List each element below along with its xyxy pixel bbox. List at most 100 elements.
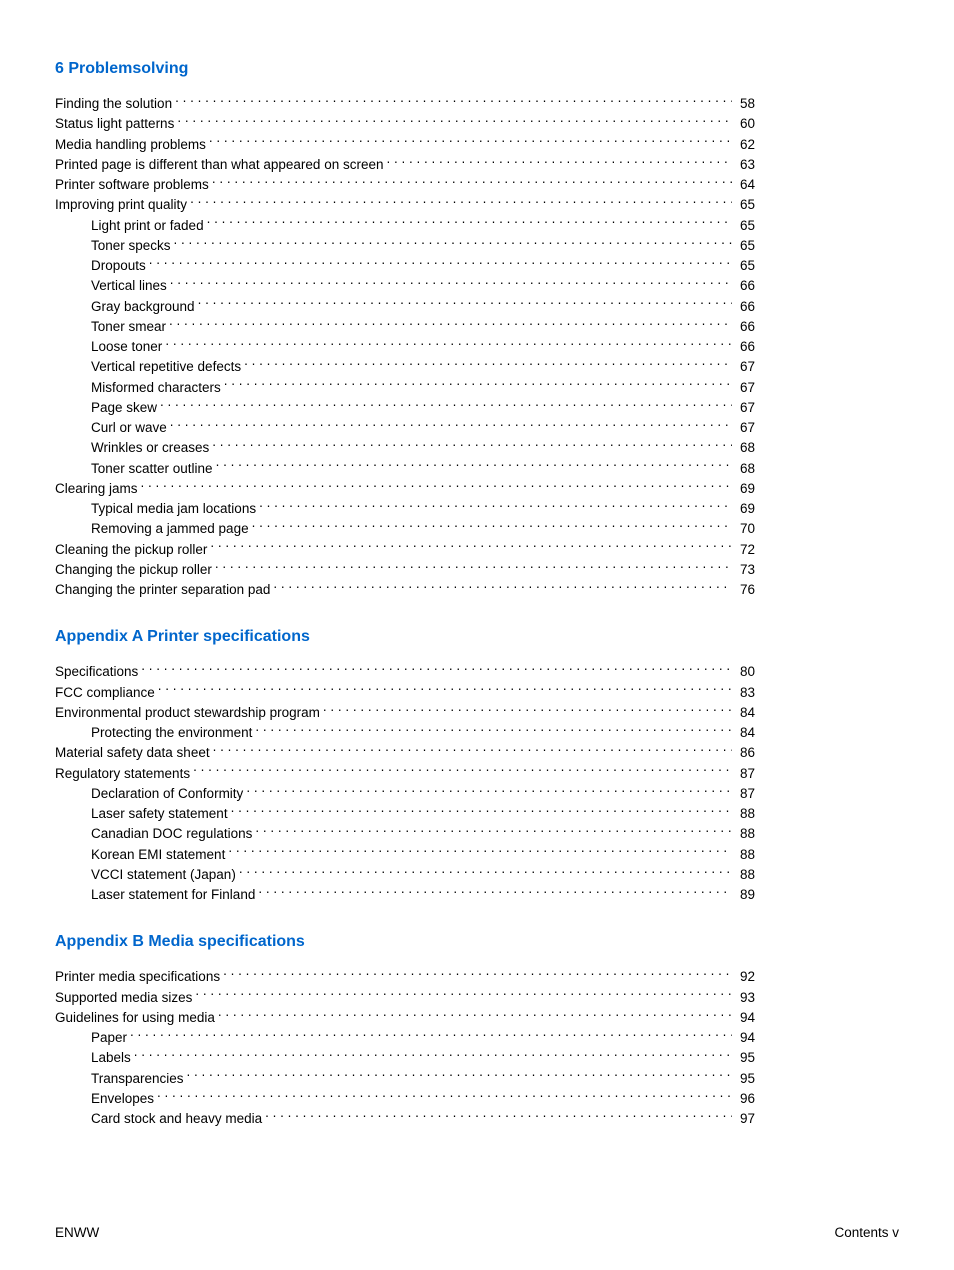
toc-row[interactable]: Supported media sizes93 (55, 988, 755, 1008)
toc-row[interactable]: Typical media jam locations69 (55, 499, 755, 519)
toc-row[interactable]: Specifications80 (55, 662, 755, 682)
toc-page-number: 63 (735, 155, 755, 175)
toc-dot-leader (231, 805, 732, 819)
toc-row[interactable]: Toner specks65 (55, 236, 755, 256)
toc-dot-leader (169, 317, 732, 331)
toc-page-number: 65 (735, 256, 755, 276)
toc-page-number: 96 (735, 1089, 755, 1109)
toc-page-number: 64 (735, 175, 755, 195)
toc-label: Curl or wave (91, 418, 167, 438)
toc-label: Typical media jam locations (91, 499, 256, 519)
toc-dot-leader (228, 845, 732, 859)
toc-row[interactable]: Changing the printer separation pad76 (55, 580, 755, 600)
toc-row[interactable]: Printed page is different than what appe… (55, 155, 755, 175)
toc-label: Wrinkles or creases (91, 438, 209, 458)
toc-label: Finding the solution (55, 94, 172, 114)
toc-row[interactable]: Material safety data sheet86 (55, 743, 755, 763)
toc-row[interactable]: Misformed characters67 (55, 378, 755, 398)
toc-dot-leader (130, 1029, 732, 1043)
toc-dot-leader (224, 378, 732, 392)
toc-row[interactable]: Printer media specifications92 (55, 967, 755, 987)
toc-row[interactable]: Loose toner66 (55, 337, 755, 357)
toc-row[interactable]: Changing the pickup roller73 (55, 560, 755, 580)
toc-label: Printer media specifications (55, 967, 220, 987)
toc-row[interactable]: Transparencies95 (55, 1069, 755, 1089)
toc-label: Improving print quality (55, 195, 187, 215)
toc-row[interactable]: Light print or faded65 (55, 216, 755, 236)
toc-dot-leader (170, 277, 732, 291)
toc-row[interactable]: Vertical lines66 (55, 276, 755, 296)
toc-row[interactable]: Page skew67 (55, 398, 755, 418)
toc-row[interactable]: Labels95 (55, 1048, 755, 1068)
toc-row[interactable]: Paper94 (55, 1028, 755, 1048)
toc-row[interactable]: Cleaning the pickup roller72 (55, 540, 755, 560)
toc-row[interactable]: Improving print quality 65 (55, 195, 755, 215)
toc-dot-leader (213, 744, 732, 758)
toc-label: Clearing jams (55, 479, 138, 499)
toc-row[interactable]: Clearing jams69 (55, 479, 755, 499)
toc-row[interactable]: Wrinkles or creases68 (55, 438, 755, 458)
toc-dot-leader (255, 724, 732, 738)
toc-row[interactable]: Laser statement for Finland89 (55, 885, 755, 905)
toc-label: Environmental product stewardship progra… (55, 703, 320, 723)
toc-section: Appendix B Media specifications Printer m… (55, 933, 755, 1129)
toc-dot-leader (239, 865, 732, 879)
toc-container: 6 Problemsolving Finding the solution 58St… (55, 60, 755, 1129)
toc-label: Vertical lines (91, 276, 167, 296)
toc-page-number: 88 (735, 804, 755, 824)
toc-row[interactable]: Gray background66 (55, 297, 755, 317)
toc-row[interactable]: Regulatory statements87 (55, 764, 755, 784)
toc-label: Card stock and heavy media (91, 1109, 262, 1129)
toc-row[interactable]: Finding the solution 58 (55, 94, 755, 114)
toc-row[interactable]: Protecting the environment84 (55, 723, 755, 743)
toc-row[interactable]: Curl or wave67 (55, 418, 755, 438)
toc-dot-leader (157, 1089, 732, 1103)
toc-page-number: 58 (735, 94, 755, 114)
toc-row[interactable]: Vertical repetitive defects67 (55, 357, 755, 377)
toc-label: FCC compliance (55, 683, 155, 703)
section-heading[interactable]: Appendix B Media specifications (55, 933, 755, 951)
footer-left: ENWW (55, 1225, 99, 1240)
toc-row[interactable]: VCCI statement (Japan) 88 (55, 865, 755, 885)
toc-section: Appendix A Printer specifications Specifi… (55, 628, 755, 905)
toc-page-number: 87 (735, 764, 755, 784)
toc-page-number: 94 (735, 1008, 755, 1028)
toc-row[interactable]: Declaration of Conformity87 (55, 784, 755, 804)
toc-row[interactable]: Laser safety statement88 (55, 804, 755, 824)
toc-page-number: 66 (735, 337, 755, 357)
toc-row[interactable]: Envelopes96 (55, 1089, 755, 1109)
toc-label: Misformed characters (91, 378, 221, 398)
toc-row[interactable]: Removing a jammed page70 (55, 519, 755, 539)
toc-page-number: 68 (735, 459, 755, 479)
toc-dot-leader (252, 520, 732, 534)
toc-row[interactable]: Status light patterns60 (55, 114, 755, 134)
toc-row[interactable]: Dropouts 65 (55, 256, 755, 276)
toc-label: Declaration of Conformity (91, 784, 243, 804)
toc-row[interactable]: Printer software problems64 (55, 175, 755, 195)
toc-label: Light print or faded (91, 216, 204, 236)
toc-row[interactable]: Toner smear66 (55, 317, 755, 337)
toc-dot-leader (259, 500, 732, 514)
toc-page-number: 65 (735, 195, 755, 215)
toc-page-number: 88 (735, 865, 755, 885)
toc-dot-leader (187, 1069, 732, 1083)
toc-row[interactable]: Toner scatter outline68 (55, 459, 755, 479)
toc-row[interactable]: Canadian DOC regulations88 (55, 824, 755, 844)
toc-row[interactable]: Environmental product stewardship progra… (55, 703, 755, 723)
toc-label: Dropouts (91, 256, 146, 276)
toc-dot-leader (170, 419, 732, 433)
toc-row[interactable]: Korean EMI statement88 (55, 845, 755, 865)
toc-page-number: 65 (735, 236, 755, 256)
toc-page-number: 94 (735, 1028, 755, 1048)
toc-page-number: 88 (735, 845, 755, 865)
toc-dot-leader (209, 135, 732, 149)
toc-label: VCCI statement (Japan) (91, 865, 236, 885)
toc-dot-leader (141, 479, 732, 493)
toc-row[interactable]: Guidelines for using media94 (55, 1008, 755, 1028)
toc-row[interactable]: Media handling problems62 (55, 135, 755, 155)
toc-row[interactable]: Card stock and heavy media97 (55, 1109, 755, 1129)
section-heading[interactable]: Appendix A Printer specifications (55, 628, 755, 646)
section-heading[interactable]: 6 Problemsolving (55, 60, 755, 78)
toc-label: Media handling problems (55, 135, 206, 155)
toc-row[interactable]: FCC compliance83 (55, 683, 755, 703)
